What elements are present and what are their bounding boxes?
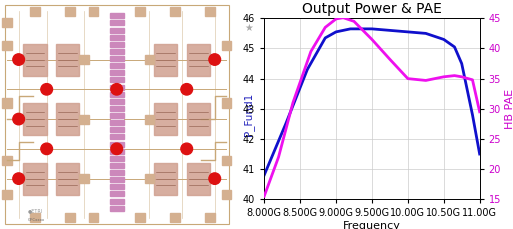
Bar [110, 163, 124, 168]
Circle shape [13, 113, 25, 125]
Circle shape [209, 54, 221, 65]
Circle shape [41, 84, 52, 95]
X-axis label: Frequency: Frequency [343, 221, 401, 229]
Circle shape [181, 143, 192, 155]
Bar [222, 41, 231, 50]
Bar [24, 163, 47, 195]
Bar [205, 213, 215, 222]
Circle shape [13, 54, 25, 65]
Bar [110, 99, 124, 104]
Bar [222, 156, 231, 165]
Bar [145, 114, 154, 124]
Bar [110, 13, 124, 18]
Bar [80, 114, 89, 124]
Circle shape [181, 84, 192, 95]
Bar [110, 156, 124, 161]
Bar [30, 213, 40, 222]
Bar [56, 103, 80, 135]
Bar [110, 177, 124, 182]
Bar [24, 44, 47, 76]
Bar [80, 55, 89, 64]
Bar [135, 7, 145, 16]
Bar [154, 44, 177, 76]
Bar [110, 191, 124, 196]
Bar [110, 184, 124, 189]
Bar [3, 156, 12, 165]
Bar [222, 98, 231, 108]
Bar [56, 163, 80, 195]
Bar [24, 103, 47, 135]
Bar [110, 27, 124, 33]
Bar [222, 190, 231, 199]
Bar [110, 85, 124, 90]
Text: GFCxxxx: GFCxxxx [28, 218, 45, 222]
Bar [89, 213, 98, 222]
Circle shape [111, 143, 123, 155]
Bar [110, 92, 124, 97]
Bar [205, 7, 215, 16]
Title: Output Power & PAE: Output Power & PAE [302, 2, 442, 16]
Bar [110, 42, 124, 47]
Bar [110, 113, 124, 118]
Bar [3, 41, 12, 50]
Bar [187, 163, 210, 195]
Circle shape [111, 84, 123, 95]
Bar [135, 213, 145, 222]
Text: ●ETRI: ●ETRI [28, 208, 43, 213]
Bar [56, 44, 80, 76]
Bar [170, 213, 180, 222]
Bar [30, 7, 40, 16]
Bar [110, 49, 124, 54]
Bar [65, 213, 75, 222]
Text: ★: ★ [244, 22, 253, 33]
Bar [3, 18, 12, 27]
Bar [187, 44, 210, 76]
Circle shape [13, 173, 25, 184]
Bar [110, 142, 124, 147]
Bar [110, 127, 124, 132]
Bar [110, 134, 124, 139]
Bar [110, 106, 124, 111]
Bar [154, 103, 177, 135]
Bar [154, 163, 177, 195]
Bar [110, 199, 124, 204]
Bar [110, 56, 124, 61]
Bar [110, 63, 124, 68]
Bar [3, 98, 12, 108]
Circle shape [209, 173, 221, 184]
Bar [187, 103, 210, 135]
Bar [110, 35, 124, 40]
Bar [110, 77, 124, 82]
Bar [145, 174, 154, 183]
Bar [3, 190, 12, 199]
Bar [65, 7, 75, 16]
Bar [110, 206, 124, 211]
Bar [89, 7, 98, 16]
Circle shape [41, 143, 52, 155]
Bar [110, 70, 124, 75]
Bar [110, 20, 124, 25]
Bar [170, 7, 180, 16]
Bar [110, 170, 124, 175]
Bar [145, 55, 154, 64]
Bar [80, 174, 89, 183]
Text: P_Fund1: P_Fund1 [243, 93, 254, 136]
Bar [110, 120, 124, 125]
Bar [110, 149, 124, 154]
Y-axis label: HB PAE: HB PAE [505, 89, 513, 129]
